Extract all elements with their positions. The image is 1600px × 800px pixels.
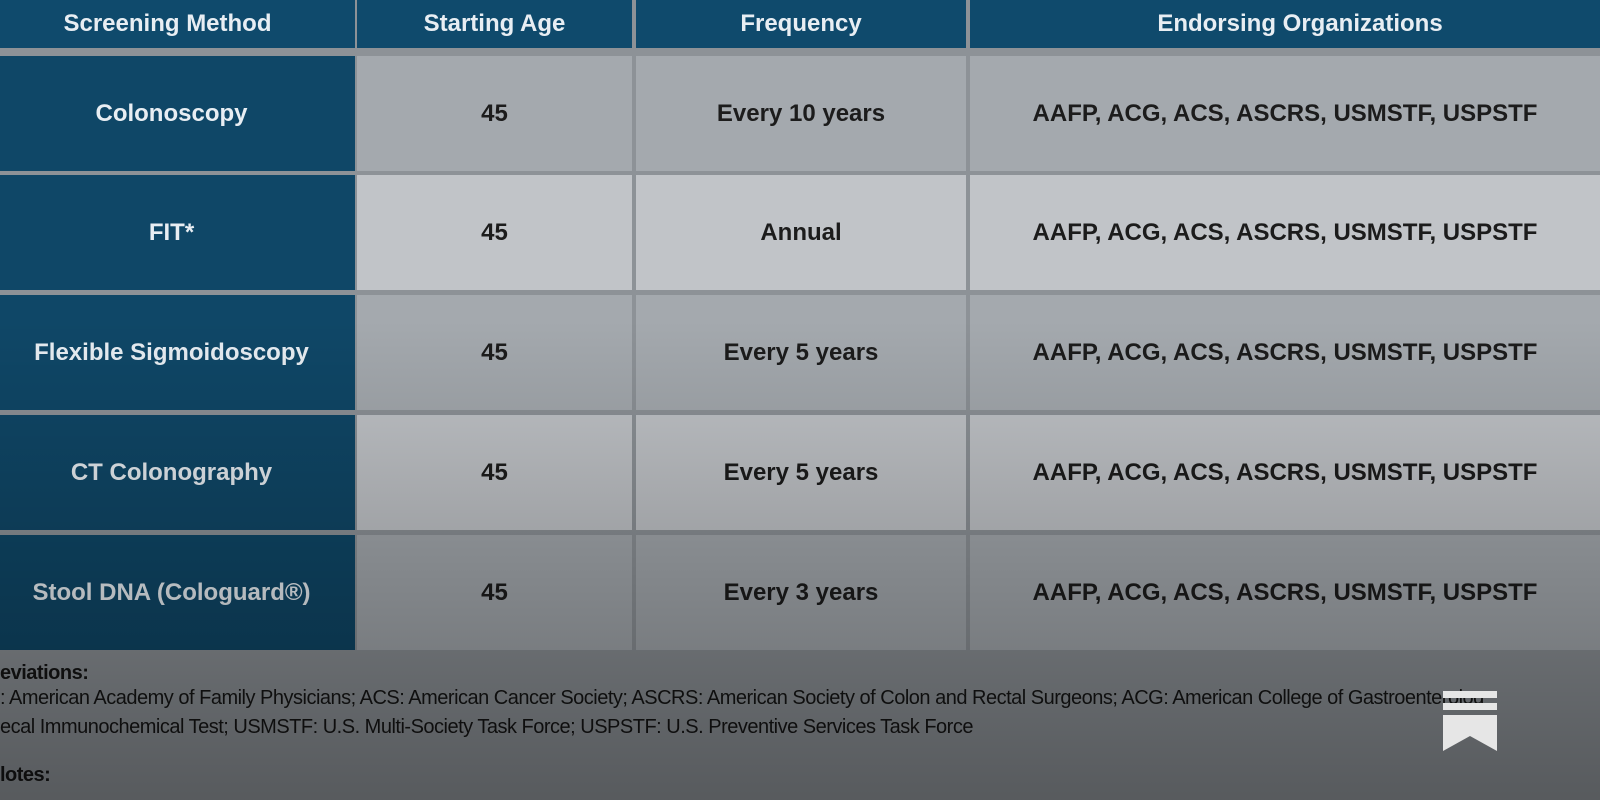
table-cell: AAFP, ACG, ACS, ASCRS, USMSTF, USPSTF — [970, 56, 1600, 171]
table-cell: 45 — [357, 535, 632, 650]
table-cell: Every 5 years — [636, 295, 966, 410]
method-cell: Colonoscopy — [0, 56, 355, 171]
footnote-line: ecal Immunochemical Test; USMSTF: U.S. M… — [0, 716, 973, 738]
header-cell: Endorsing Organizations — [970, 0, 1600, 48]
table-cell: 45 — [357, 415, 632, 530]
table-cell: 45 — [357, 295, 632, 410]
header-cell: Screening Method — [0, 0, 355, 48]
table-cell: Every 5 years — [636, 415, 966, 530]
table-cell: AAFP, ACG, ACS, ASCRS, USMSTF, USPSTF — [970, 415, 1600, 530]
notes-heading: lotes: — [0, 764, 51, 786]
abbreviations-heading: eviations: — [0, 662, 89, 684]
header-cell: Starting Age — [357, 0, 632, 48]
method-cell: Flexible Sigmoidoscopy — [0, 295, 355, 410]
table-cell: 45 — [357, 56, 632, 171]
method-cell: FIT* — [0, 175, 355, 290]
method-cell: CT Colonography — [0, 415, 355, 530]
table-cell: 45 — [357, 175, 632, 290]
footnote-line: : American Academy of Family Physicians;… — [0, 687, 1484, 709]
table-cell: Every 10 years — [636, 56, 966, 171]
table-cell: AAFP, ACG, ACS, ASCRS, USMSTF, USPSTF — [970, 175, 1600, 290]
bookmark-icon[interactable] — [1440, 688, 1500, 754]
method-cell: Stool DNA (Cologuard®) — [0, 535, 355, 650]
table-cell: Annual — [636, 175, 966, 290]
header-cell: Frequency — [636, 0, 966, 48]
table-cell: AAFP, ACG, ACS, ASCRS, USMSTF, USPSTF — [970, 295, 1600, 410]
table-cell: AAFP, ACG, ACS, ASCRS, USMSTF, USPSTF — [970, 535, 1600, 650]
table-cell: Every 3 years — [636, 535, 966, 650]
